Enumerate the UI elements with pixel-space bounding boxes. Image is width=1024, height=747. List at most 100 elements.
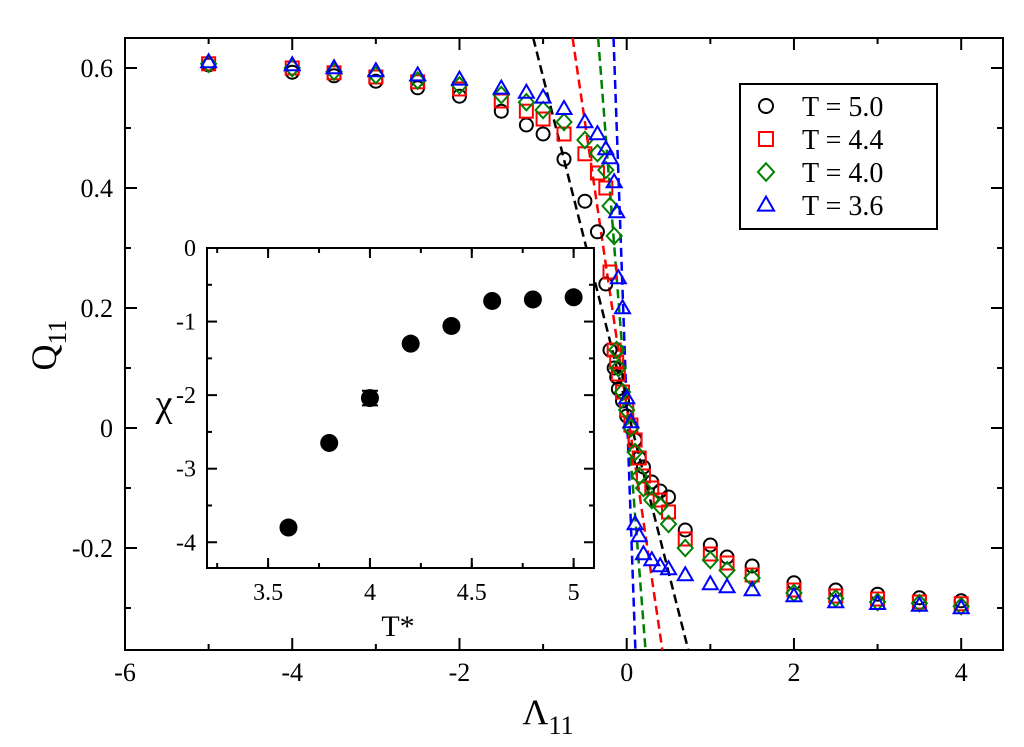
- data-point: [617, 400, 636, 420]
- data-point: [630, 526, 649, 543]
- main-data-points: [199, 52, 971, 616]
- inset-data-point: [279, 518, 298, 537]
- data-point: [535, 126, 551, 142]
- fit-line: [612, 37, 637, 651]
- data-point: [634, 478, 653, 498]
- data-point: [676, 538, 695, 558]
- inset-data-point: [523, 290, 542, 309]
- data-point: [610, 366, 626, 382]
- data-point: [517, 92, 536, 112]
- data-point: [492, 78, 511, 95]
- data-point: [742, 580, 762, 597]
- data-point: [621, 412, 641, 429]
- y-tick-label: -0.2: [72, 534, 113, 563]
- data-point: [324, 58, 344, 75]
- data-point: [577, 193, 593, 209]
- data-point: [518, 103, 534, 119]
- x-tick-label: -6: [114, 658, 136, 687]
- data-point: [910, 595, 929, 612]
- inset-axis-ticks: 3.5 4 4.5 5 0 -1 -2 -3 -4: [176, 236, 594, 606]
- legend-entries: T = 5.0T = 4.4T = 4.0T = 3.6: [756, 92, 883, 222]
- data-point: [644, 480, 660, 496]
- inset-y-tick-label: -2: [176, 383, 196, 409]
- data-point: [651, 496, 669, 516]
- y-tick-label: 0.4: [81, 174, 114, 203]
- data-point: [868, 592, 887, 612]
- data-point: [555, 112, 573, 132]
- data-point: [661, 489, 677, 505]
- data-point: [676, 565, 695, 582]
- data-point: [868, 593, 887, 610]
- data-point: [492, 85, 511, 105]
- data-point: [677, 531, 693, 547]
- x-tick-label: 0: [620, 658, 633, 687]
- x-axis-label: Λ11: [522, 692, 573, 740]
- data-point: [625, 514, 645, 531]
- x-tick-label: -4: [281, 658, 303, 687]
- data-point: [626, 442, 644, 462]
- data-point: [366, 61, 386, 78]
- main-plot: -6 -4 -2 0 2 4 -0.2 0 0.2 0.4 0.6 Λ11 Q11: [24, 37, 1004, 740]
- data-point: [589, 224, 605, 240]
- data-point: [659, 514, 678, 534]
- data-point: [588, 143, 607, 163]
- legend: T = 5.0T = 4.4T = 4.0T = 3.6: [739, 83, 938, 230]
- data-point: [784, 586, 804, 603]
- x-tick-label: 4: [955, 658, 968, 687]
- data-point: [556, 126, 572, 142]
- data-point: [650, 556, 670, 573]
- data-point: [576, 130, 594, 150]
- data-point: [589, 165, 605, 181]
- legend-label: T = 4.0: [802, 158, 883, 189]
- data-point: [607, 340, 626, 360]
- data-point: [702, 546, 718, 562]
- data-point: [588, 124, 607, 141]
- data-point: [605, 226, 624, 246]
- data-point: [517, 82, 536, 99]
- inset-y-tick-label: 0: [184, 236, 196, 262]
- data-point: [951, 598, 971, 615]
- y-axis-label: Q11: [24, 319, 72, 370]
- data-point: [575, 112, 595, 129]
- inset-data-points: [279, 288, 583, 537]
- data-point: [642, 490, 661, 510]
- data-point: [596, 139, 616, 156]
- legend-label: T = 5.0: [802, 92, 883, 123]
- inset-x-tick-label: 5: [568, 580, 580, 606]
- data-point: [451, 81, 467, 97]
- inset-data-point: [483, 291, 502, 310]
- data-point: [535, 111, 551, 127]
- data-point: [450, 75, 469, 96]
- data-point: [596, 160, 615, 180]
- inset-data-point: [360, 389, 379, 408]
- y-tick-label: 0.2: [81, 294, 114, 323]
- legend-marker: [756, 194, 776, 212]
- data-point: [600, 148, 620, 165]
- inset-y-axis-label: χ: [155, 383, 173, 425]
- legend-marker: [758, 98, 774, 114]
- data-point: [199, 52, 218, 69]
- legend-marker: [758, 131, 774, 147]
- x-tick-label: -2: [449, 658, 471, 687]
- inset-data-point: [564, 288, 583, 307]
- data-point: [283, 55, 302, 72]
- data-point: [642, 550, 662, 567]
- series-diamond: [199, 54, 971, 616]
- inset-x-tick-label: 4.5: [457, 580, 487, 606]
- data-point: [622, 418, 640, 438]
- x-tick-label: 2: [787, 658, 800, 687]
- inset-data-point: [401, 334, 420, 353]
- inset-data-point: [320, 433, 339, 452]
- data-point: [652, 492, 668, 508]
- data-point: [613, 298, 632, 315]
- data-point: [534, 100, 552, 120]
- data-point: [493, 103, 509, 119]
- data-point: [659, 559, 678, 576]
- data-point: [609, 358, 628, 378]
- inset-plot: 3.5 4 4.5 5 0 -1 -2 -3 -4 T* χ: [155, 236, 595, 643]
- data-point: [450, 69, 469, 86]
- inset-data-point: [442, 316, 461, 335]
- y-tick-label: 0.6: [81, 54, 114, 83]
- data-point: [607, 202, 626, 219]
